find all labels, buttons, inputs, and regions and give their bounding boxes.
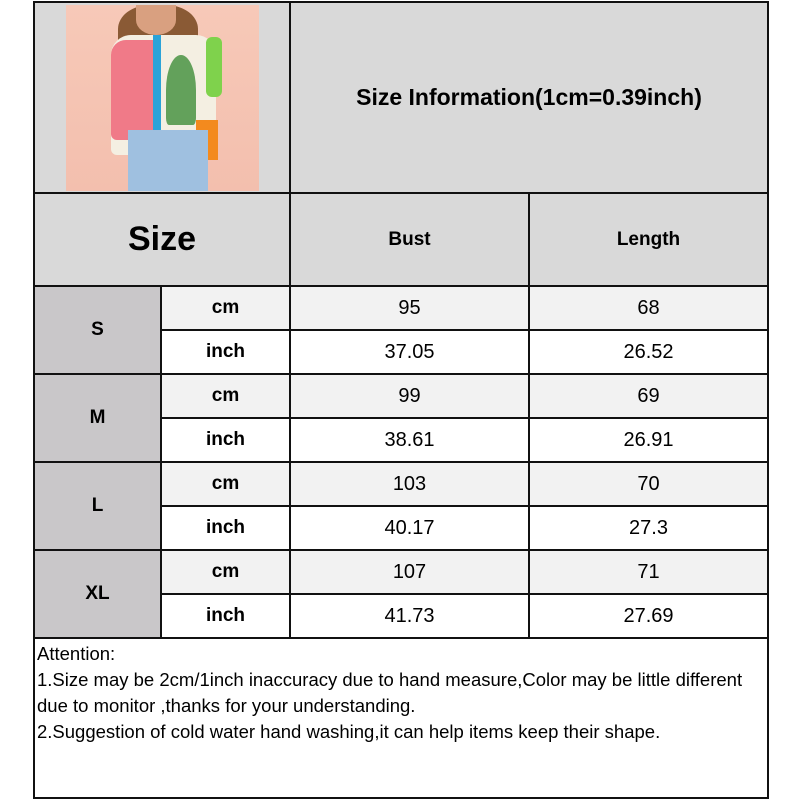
length-value: 27.69 <box>528 593 769 639</box>
unit-label: cm <box>160 373 291 419</box>
size-chart-table: Size Information(1cm=0.39inch) Size Bust… <box>33 1 769 799</box>
size-label: S <box>33 285 162 375</box>
bust-value: 107 <box>289 549 530 595</box>
length-value: 70 <box>528 461 769 507</box>
bust-value: 40.17 <box>289 505 530 551</box>
unit-label: cm <box>160 549 291 595</box>
size-row-xl-cm: XL cm 107 71 <box>33 549 769 639</box>
unit-label: inch <box>160 417 291 463</box>
length-value: 26.52 <box>528 329 769 375</box>
unit-label: inch <box>160 505 291 551</box>
length-value: 68 <box>528 285 769 331</box>
size-row-l-inch: inch 40.17 27.3 <box>34 505 769 551</box>
length-value: 69 <box>528 373 769 419</box>
bust-value: 95 <box>289 285 530 331</box>
size-label: XL <box>33 549 162 639</box>
product-photo <box>65 4 259 191</box>
length-column-header: Length <box>528 192 769 287</box>
bust-value: 41.73 <box>289 593 530 639</box>
product-image-cell <box>33 1 291 194</box>
bust-value: 103 <box>289 461 530 507</box>
length-value: 71 <box>528 549 769 595</box>
bust-value: 37.05 <box>289 329 530 375</box>
unit-label: cm <box>160 461 291 507</box>
bust-value: 99 <box>289 373 530 419</box>
size-info-title: Size Information(1cm=0.39inch) <box>289 1 769 194</box>
unit-label: inch <box>160 593 291 639</box>
attention-notes: Attention: 1.Size may be 2cm/1inch inaccu… <box>33 637 769 799</box>
unit-label: cm <box>160 285 291 331</box>
size-label: L <box>33 461 162 551</box>
unit-label: inch <box>160 329 291 375</box>
size-row-s-inch: inch 37.05 26.52 <box>34 329 769 375</box>
size-row-m-inch: inch 38.61 26.91 <box>34 417 769 463</box>
length-value: 27.3 <box>528 505 769 551</box>
size-label: M <box>33 373 162 463</box>
bust-value: 38.61 <box>289 417 530 463</box>
size-row-xl-inch: inch 41.73 27.69 <box>34 593 769 639</box>
note-line: 1.Size may be 2cm/1inch inaccuracy due t… <box>37 669 743 716</box>
size-column-header: Size <box>33 192 291 287</box>
note-line: 2.Suggestion of cold water hand washing,… <box>37 721 661 742</box>
notes-heading: Attention: <box>37 643 116 664</box>
bust-column-header: Bust <box>289 192 530 287</box>
length-value: 26.91 <box>528 417 769 463</box>
